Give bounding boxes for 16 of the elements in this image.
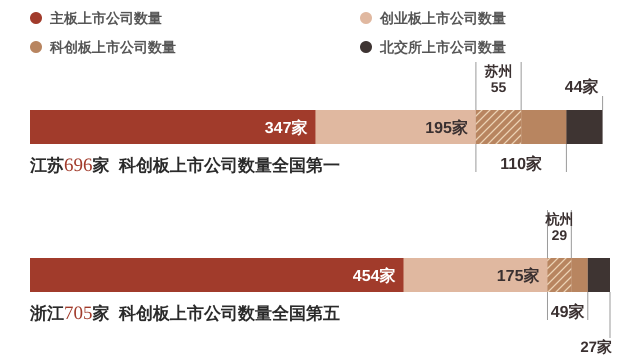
y-tick-label: 江苏696家 科创板上市公司数量全国第一 (29, 155, 340, 176)
data-label: 杭州 29 (544, 211, 574, 243)
data-label: 44家 (564, 77, 599, 96)
data-label: 苏州 55 (484, 63, 513, 95)
legend-label: 北交所上市公司数量 (379, 39, 506, 55)
data-label: 27家 (580, 338, 612, 356)
data-label: 454家 (352, 266, 396, 285)
data-label: 347家 (264, 118, 308, 137)
annotation: 110家 (500, 154, 542, 173)
annotation: 49家 (550, 302, 585, 321)
legend-label: 创业板上市公司数量 (379, 10, 506, 26)
data-label: 175家 (496, 266, 540, 285)
data-label: 195家 (425, 118, 468, 137)
y-tick-label: 浙江705家 科创板上市公司数量全国第五 (29, 303, 340, 324)
legend-label: 主板上市公司数量 (49, 10, 162, 26)
legend-label: 科创板上市公司数量 (49, 39, 176, 55)
